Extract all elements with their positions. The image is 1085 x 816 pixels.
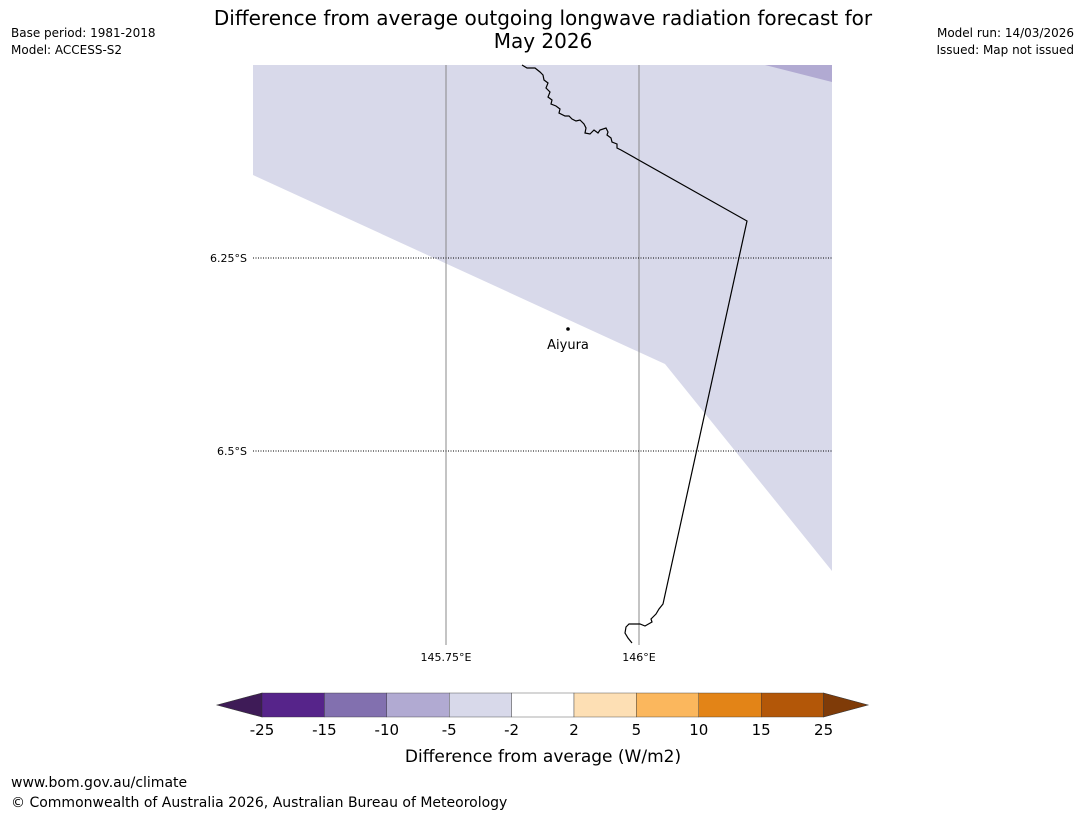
colorbar-tick: 5 [632,721,642,739]
colorbar-extend-high [823,692,870,718]
colorbar-tick: -5 [442,721,457,739]
colorbar-segment [386,692,450,718]
colorbar-extend-low [215,692,263,718]
lon-label-146: 146°E [622,651,655,664]
colorbar-tick: 10 [689,721,708,739]
meta-left: Base period: 1981-2018 Model: ACCESS-S2 [11,25,156,59]
shaded-corner [765,65,832,82]
colorbar-segment [511,692,575,718]
colorbar-tick: 15 [752,721,771,739]
footer-url: www.bom.gov.au/climate [11,775,188,791]
colorbar-tick: 2 [569,721,579,739]
colorbar-tick: -10 [375,721,400,739]
lat-label-6-5: 6.5°S [217,445,247,458]
colorbar-segment [324,692,387,718]
meta-right: Model run: 14/03/2026 Issued: Map not is… [936,25,1074,59]
footer-copyright: © Commonwealth of Australia 2026, Austra… [11,795,508,811]
base-period: Base period: 1981-2018 [11,26,156,40]
lon-label-145-75: 145.75°E [421,651,472,664]
colorbar-segment [636,692,700,718]
issued-status: Issued: Map not issued [936,43,1074,57]
colorbar-tick: -25 [250,721,275,739]
model-run: Model run: 14/03/2026 [936,26,1074,40]
colorbar: -25 -15 -10 -5 -2 2 5 10 15 25 Differenc… [215,692,870,767]
colorbar-tick: 25 [814,721,833,739]
lat-label-6-25: 6.25°S [210,252,247,265]
colorbar-segment [573,692,637,718]
colorbar-segment [449,692,512,718]
colorbar-segment [261,692,325,718]
map-title: Difference from average outgoing longwav… [143,7,943,53]
colorbar-tick: -15 [312,721,337,739]
shaded-region [253,65,832,571]
colorbar-tick: -2 [504,721,519,739]
title-line-1: Difference from average outgoing longwav… [213,6,873,30]
colorbar-title: Difference from average (W/m2) [405,747,681,767]
coastline [521,64,748,644]
aiyura-label: Aiyura [547,338,589,353]
colorbar-segment [761,692,824,718]
colorbar-segment [698,692,762,718]
title-line-2: May 2026 [493,29,593,53]
aiyura-marker [566,327,570,331]
model-name: Model: ACCESS-S2 [11,43,123,57]
